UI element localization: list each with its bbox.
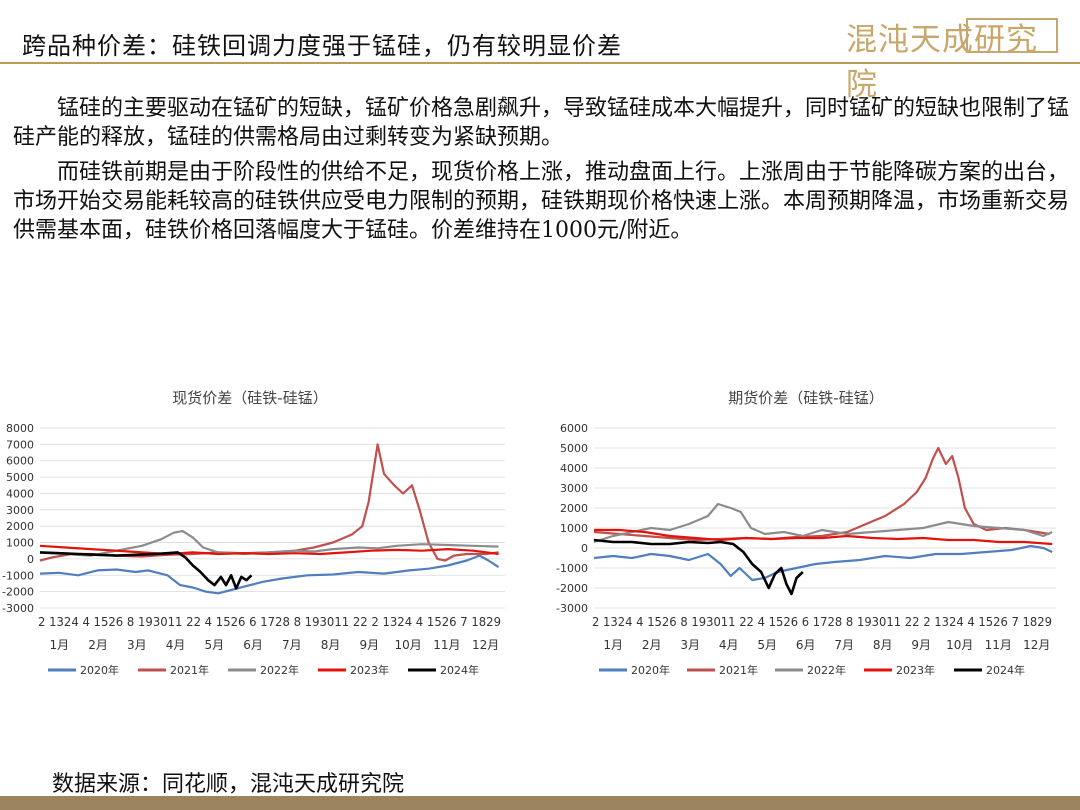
footer-bar <box>0 796 1080 810</box>
x-month-label: 7月 <box>834 638 854 652</box>
y-tick-label: 5000 <box>560 442 588 455</box>
y-tick-label: 4000 <box>6 487 34 500</box>
y-tick-label: 6000 <box>6 455 34 468</box>
x-month-label: 3月 <box>680 638 700 652</box>
x-tick-labels: 2 1324 4 1526 8 193011 22 4 1526 6 1728 … <box>38 615 501 629</box>
x-month-label: 8月 <box>873 638 893 652</box>
header-divider <box>0 62 1080 64</box>
y-tick-label: 1000 <box>6 537 34 550</box>
logo-text: 混沌天成研究院 <box>846 22 1038 103</box>
y-tick-label: 8000 <box>6 422 34 435</box>
y-tick-label: -1000 <box>2 569 34 582</box>
y-tick-label: 0 <box>27 553 34 566</box>
x-month-label: 6月 <box>796 638 816 652</box>
y-tick-label: 1000 <box>560 522 588 535</box>
legend-label: 2023年 <box>350 663 389 677</box>
x-month-label: 5月 <box>205 638 225 652</box>
y-tick-label: 3000 <box>560 482 588 495</box>
x-month-label: 1月 <box>603 638 623 652</box>
y-tick-label: 4000 <box>560 462 588 475</box>
legend-label: 2022年 <box>807 663 846 677</box>
x-month-label: 12月 <box>1023 638 1050 652</box>
y-tick-label: -2000 <box>556 582 588 595</box>
futures-spread-chart: 期货价差（硅铁-硅锰） -3000 -2000 -1000 0 1000 2000 3000 4… <box>556 389 1056 677</box>
y-tick-label: -3000 <box>2 602 34 615</box>
legend-label: 2024年 <box>440 663 479 677</box>
logo-seal-frame <box>966 18 1058 53</box>
x-month-label: 9月 <box>911 638 931 652</box>
x-month-label: 5月 <box>757 638 777 652</box>
page-title: 跨品种价差：硅铁回调力度强于锰硅，仍有较明显价差 <box>22 32 622 60</box>
chart-title: 现货价差（硅铁-硅锰） <box>172 389 327 407</box>
x-month-label: 11月 <box>433 638 460 652</box>
x-month-label: 11月 <box>985 638 1012 652</box>
analysis-paragraph-1: 锰硅的主要驱动在锰矿的短缺，锰矿价格急剧飙升，导致锰硅成本大幅提升，同时锰矿的短… <box>13 96 1070 150</box>
legend-label: 2023年 <box>896 663 935 677</box>
series-line-2024年 <box>593 538 804 596</box>
x-month-label: 4月 <box>719 638 739 652</box>
series-line-2023年 <box>39 544 499 556</box>
x-month-label: 10月 <box>394 638 421 652</box>
series-line-2022年 <box>39 530 499 557</box>
series-line-2020年 <box>593 544 1053 582</box>
data-source: 数据来源：同花顺，混沌天成研究院 <box>52 772 405 797</box>
y-tick-label: 7000 <box>6 438 34 451</box>
spot-spread-chart: 现货价差（硅铁-硅锰） -3000 -2000 -1000 0 1000 2000 3000 4… <box>2 389 505 677</box>
x-month-label: 4月 <box>166 638 186 652</box>
x-month-label: 3月 <box>127 638 147 652</box>
legend-label: 2020年 <box>80 663 119 677</box>
x-tick-labels: 2 1324 4 1526 8 193011 22 4 1526 6 1728 … <box>592 615 1052 629</box>
x-month-label: 1月 <box>50 638 70 652</box>
series-line-2022年 <box>593 502 1053 544</box>
series-line-2024年 <box>39 551 253 590</box>
x-month-label: 10月 <box>946 638 973 652</box>
legend-label: 2021年 <box>719 663 758 677</box>
analysis-paragraph-2: 而硅铁前期是由于阶段性的供给不足，现货价格上涨，推动盘面上行。上涨周由于节能降碳… <box>13 160 1070 243</box>
x-month-label: 6月 <box>243 638 263 652</box>
y-tick-label: 0 <box>581 542 588 555</box>
x-month-label: 2月 <box>88 638 108 652</box>
legend-label: 2022年 <box>260 663 299 677</box>
y-tick-label: 3000 <box>6 504 34 517</box>
x-month-label: 7月 <box>282 638 302 652</box>
legend-label: 2021年 <box>170 663 209 677</box>
chart-title: 期货价差（硅铁-硅锰） <box>728 389 883 407</box>
x-month-label: 9月 <box>360 638 380 652</box>
legend-label: 2020年 <box>631 663 670 677</box>
y-tick-label: -2000 <box>2 586 34 599</box>
x-month-label: 2月 <box>642 638 662 652</box>
x-month-label: 8月 <box>321 638 341 652</box>
y-tick-label: -3000 <box>556 602 588 615</box>
y-tick-label: -1000 <box>556 562 588 575</box>
company-logo: 混沌天成研究院 <box>846 14 1058 103</box>
y-tick-label: 2000 <box>560 502 588 515</box>
series-line-2023年 <box>594 528 1053 546</box>
y-tick-label: 5000 <box>6 471 34 484</box>
x-month-label: 12月 <box>472 638 499 652</box>
y-tick-label: 2000 <box>6 520 34 533</box>
y-tick-label: 6000 <box>560 422 588 435</box>
legend-label: 2024年 <box>986 663 1025 677</box>
series-line-2020年 <box>39 554 500 595</box>
series-line-2021年 <box>39 443 499 562</box>
